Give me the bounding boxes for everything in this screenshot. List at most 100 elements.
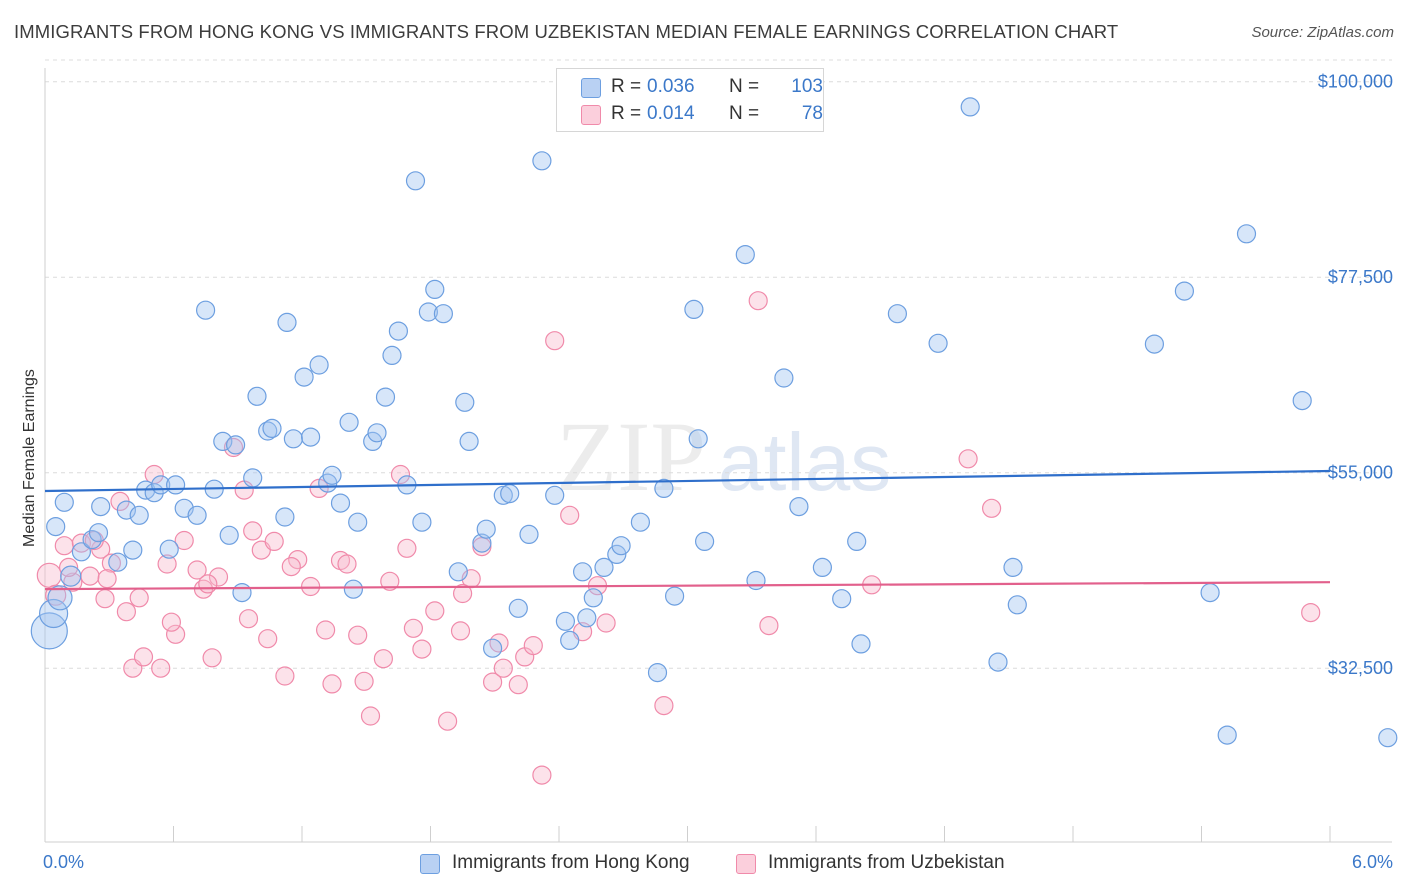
point-hong-kong bbox=[1144, 334, 1165, 354]
legend-n-value: 103 bbox=[791, 76, 823, 97]
point-uzbekistan bbox=[198, 574, 218, 594]
point-uzbekistan bbox=[133, 647, 154, 667]
point-uzbekistan bbox=[202, 648, 222, 668]
point-hong-kong bbox=[388, 321, 408, 341]
point-hong-kong bbox=[129, 505, 149, 525]
point-uzbekistan bbox=[425, 601, 445, 621]
point-uzbekistan bbox=[301, 576, 321, 597]
point-hong-kong bbox=[116, 500, 137, 520]
point-hong-kong bbox=[46, 516, 66, 537]
point-uzbekistan bbox=[151, 658, 171, 678]
point-hong-kong bbox=[476, 519, 496, 539]
point-hong-kong bbox=[348, 512, 368, 532]
point-hong-kong bbox=[1236, 224, 1257, 244]
point-hong-kong bbox=[532, 151, 552, 171]
point-hong-kong bbox=[330, 493, 351, 513]
legend-r-label: R = bbox=[611, 76, 642, 97]
point-hong-kong bbox=[577, 608, 597, 628]
point-hong-kong bbox=[654, 478, 674, 498]
point-hong-kong bbox=[774, 368, 794, 388]
point-uzbekistan bbox=[403, 618, 423, 638]
point-hong-kong bbox=[91, 497, 111, 517]
point-uzbekistan bbox=[54, 536, 74, 556]
point-hong-kong bbox=[988, 652, 1008, 672]
point-hong-kong bbox=[159, 539, 179, 559]
point-uzbekistan bbox=[412, 639, 432, 659]
point-uzbekistan bbox=[275, 666, 295, 686]
point-uzbekistan bbox=[238, 609, 259, 629]
point-hong-kong bbox=[187, 505, 207, 525]
watermark-zip: ZIP bbox=[556, 401, 706, 512]
point-hong-kong bbox=[213, 431, 233, 451]
point-hong-kong bbox=[88, 523, 109, 543]
trend-lines bbox=[44, 469, 1331, 591]
point-uzbekistan bbox=[348, 625, 368, 645]
y-tick-label: $100,000 bbox=[1318, 72, 1393, 92]
y-tick-label: $32,500 bbox=[1328, 658, 1393, 678]
point-hong-kong bbox=[847, 531, 867, 552]
point-hong-kong bbox=[519, 524, 539, 545]
point-uzbekistan bbox=[508, 675, 528, 695]
point-hong-kong bbox=[887, 304, 908, 324]
point-uzbekistan bbox=[397, 538, 417, 558]
x-tick-label-min: 0.0% bbox=[43, 852, 85, 872]
point-uzbekistan bbox=[1301, 602, 1321, 623]
point-hong-kong bbox=[418, 302, 438, 322]
point-uzbekistan bbox=[354, 671, 374, 691]
legend-swatch-hong-kong bbox=[420, 854, 440, 874]
point-uzbekistan bbox=[654, 695, 674, 716]
point-uzbekistan bbox=[596, 613, 616, 633]
point-hong-kong bbox=[38, 598, 69, 629]
point-uzbekistan bbox=[958, 449, 978, 469]
point-uzbekistan bbox=[174, 530, 194, 551]
point-hong-kong bbox=[572, 562, 593, 582]
point-hong-kong bbox=[560, 630, 580, 651]
point-hong-kong bbox=[283, 429, 303, 449]
point-hong-kong bbox=[630, 512, 651, 532]
point-uzbekistan bbox=[208, 567, 229, 587]
point-hong-kong bbox=[1174, 281, 1195, 301]
point-uzbekistan bbox=[58, 557, 79, 578]
point-uzbekistan bbox=[532, 765, 552, 785]
point-hong-kong bbox=[735, 245, 755, 265]
point-uzbekistan bbox=[36, 562, 62, 588]
point-uzbekistan bbox=[101, 553, 122, 573]
point-uzbekistan bbox=[489, 633, 509, 653]
point-hong-kong bbox=[684, 299, 704, 319]
legend-swatch-hong-kong bbox=[581, 78, 601, 98]
point-hong-kong bbox=[928, 333, 948, 353]
point-uzbekistan bbox=[95, 589, 115, 609]
point-hong-kong bbox=[508, 598, 528, 618]
x-tick-label-max: 6.0% bbox=[1351, 852, 1393, 872]
point-hong-kong bbox=[607, 544, 627, 565]
point-uzbekistan bbox=[258, 629, 278, 649]
point-hong-kong bbox=[405, 171, 426, 191]
point-hong-kong bbox=[247, 386, 267, 406]
point-uzbekistan bbox=[493, 658, 513, 678]
point-hong-kong bbox=[545, 485, 565, 505]
stats-legend: R = 0.036 N = 103 R = 0.014 N = 78 bbox=[556, 68, 824, 132]
point-hong-kong bbox=[483, 638, 503, 658]
series-legend: Immigrants from Hong Kong Immigrants fro… bbox=[0, 852, 1406, 878]
chart-title: IMMIGRANTS FROM HONG KONG VS IMMIGRANTS … bbox=[14, 21, 1119, 42]
legend-n-label: N = bbox=[729, 76, 760, 97]
point-uzbekistan bbox=[759, 615, 779, 636]
point-uzbekistan bbox=[390, 464, 411, 485]
point-hong-kong bbox=[960, 97, 980, 117]
point-uzbekistan bbox=[97, 569, 117, 589]
point-hong-kong bbox=[60, 565, 82, 587]
point-uzbekistan bbox=[545, 331, 565, 351]
point-uzbekistan bbox=[360, 706, 381, 726]
legend-n-value: 78 bbox=[801, 103, 823, 124]
point-uzbekistan bbox=[450, 621, 471, 641]
point-hong-kong bbox=[694, 531, 715, 552]
legend-label-hong-kong: Immigrants from Hong Kong bbox=[452, 852, 690, 873]
point-hong-kong bbox=[1292, 391, 1312, 411]
y-tick-label: $55,000 bbox=[1328, 463, 1393, 483]
point-hong-kong bbox=[277, 312, 297, 332]
point-uzbekistan bbox=[80, 566, 100, 586]
point-hong-kong bbox=[108, 552, 128, 572]
point-hong-kong bbox=[555, 611, 576, 631]
point-hong-kong bbox=[47, 585, 73, 611]
